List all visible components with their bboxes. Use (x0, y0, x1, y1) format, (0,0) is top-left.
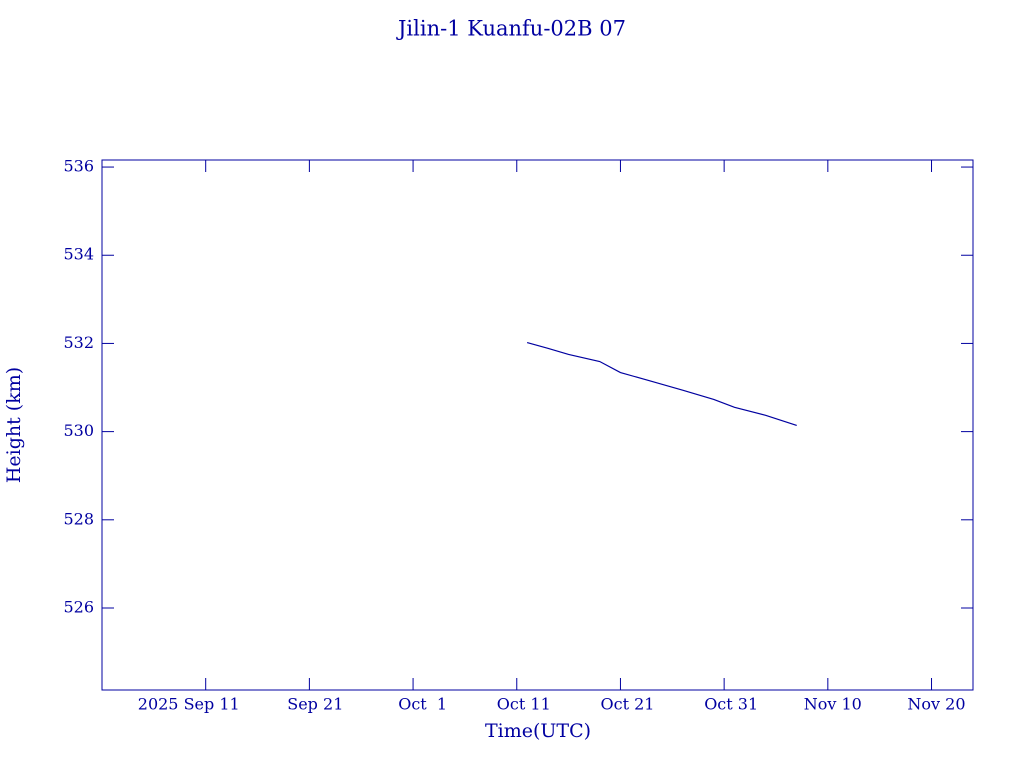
y-tick-label: 526 (63, 597, 94, 616)
data-line (526, 341, 797, 427)
x-tick-label: Oct 1 (398, 695, 447, 714)
y-tick-label: 530 (63, 421, 94, 440)
x-axis-label: Time(UTC) (485, 720, 591, 742)
x-tick-label: Oct 21 (600, 695, 654, 714)
x-tick-label: Sep 21 (287, 695, 343, 714)
plot-frame (101, 159, 974, 691)
x-tick-label: Nov 10 (804, 695, 862, 714)
x-tick-label: Oct 31 (704, 695, 758, 714)
x-tick-label: Oct 11 (497, 695, 551, 714)
x-tick-label: 2025 Sep 11 (138, 695, 240, 714)
y-tick-label: 532 (63, 333, 94, 352)
y-tick-label: 534 (63, 245, 94, 264)
chart-title: Jilin-1 Kuanfu-02B 07 (396, 17, 626, 41)
y-tick-label: 528 (63, 509, 94, 528)
y-axis-label: Height (km) (3, 367, 25, 483)
y-tick-label: 536 (63, 157, 94, 176)
x-tick-label: Nov 20 (907, 695, 965, 714)
